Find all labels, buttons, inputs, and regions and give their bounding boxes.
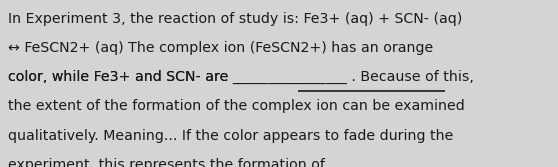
Text: the extent of the formation of the complex ion can be examined: the extent of the formation of the compl…: [8, 99, 465, 113]
Text: experiment, this represents the formation of ________________: experiment, this represents the formatio…: [8, 158, 443, 167]
Text: In Experiment 3, the reaction of study is: Fe3+ (aq) + SCN- (aq): In Experiment 3, the reaction of study i…: [8, 12, 462, 26]
Text: color, while Fe3+ and SCN- are: color, while Fe3+ and SCN- are: [8, 70, 233, 84]
Text: color, while Fe3+ and SCN- are ________________: color, while Fe3+ and SCN- are _________…: [8, 70, 347, 84]
Text: color, while Fe3+ and SCN- are ________________ . Because of this,: color, while Fe3+ and SCN- are _________…: [8, 70, 474, 84]
Text: qualitatively. Meaning... If the color appears to fade during the: qualitatively. Meaning... If the color a…: [8, 129, 453, 143]
Text: ↔ FeSCN2+ (aq) The complex ion (FeSCN2+) has an orange: ↔ FeSCN2+ (aq) The complex ion (FeSCN2+)…: [8, 41, 433, 55]
